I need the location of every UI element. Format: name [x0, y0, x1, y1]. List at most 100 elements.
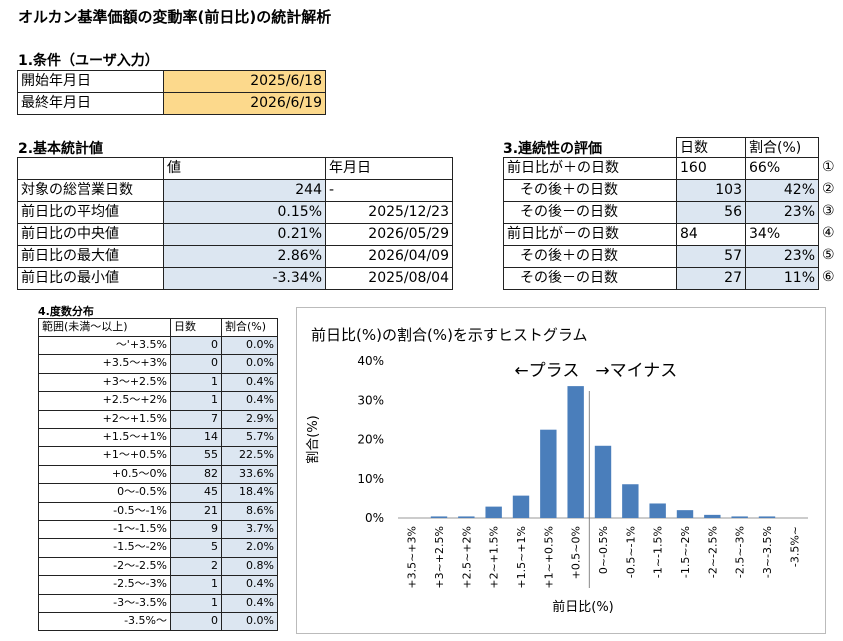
- row-marker: ③: [822, 203, 835, 219]
- bar: [758, 516, 776, 518]
- day-count: 160: [676, 157, 746, 180]
- ratio: 2.9%: [221, 409, 278, 429]
- stat-value: 0.21%: [163, 223, 326, 246]
- input-value: 2026/6/19: [163, 92, 326, 115]
- day-count: 2: [170, 556, 222, 577]
- ratio: 0.0%: [221, 336, 278, 356]
- day-count: 5: [170, 538, 222, 558]
- range: -2.5～-3%: [38, 575, 171, 595]
- ratio: 23%: [745, 201, 819, 224]
- day-count: 1: [170, 391, 222, 411]
- ratio: 66%: [745, 157, 819, 180]
- ratio: 0.4%: [221, 575, 278, 595]
- bar: [485, 506, 502, 518]
- input-value: 2025/6/18: [163, 70, 326, 93]
- ratio: 18.4%: [221, 483, 278, 503]
- row-label: 前日比が＋の日数: [503, 157, 677, 180]
- row-marker: ⑥: [822, 269, 835, 285]
- x-tick-label: +0.5~0%: [570, 526, 583, 579]
- header-cell: 割合(%): [745, 137, 819, 158]
- bar: [731, 516, 748, 518]
- row-marker: ⑤: [822, 247, 835, 263]
- chart-frame: 前日比(%)の割合(%)を示すヒストグラム 0% 10% 20% 30% 40% +3.5…: [296, 307, 826, 634]
- day-count: 103: [676, 179, 746, 202]
- x-tick-label: +2~+1.5%: [488, 526, 501, 589]
- range: +3～+2.5%: [38, 372, 171, 393]
- ratio: 8.6%: [221, 501, 278, 521]
- x-tick-label: +1.5~+1%: [515, 526, 528, 589]
- ratio: 0.4%: [221, 391, 278, 411]
- x-tick-label: +1~+0.5%: [542, 526, 555, 589]
- section-heading: 2.基本統計値: [18, 141, 104, 157]
- row-label: 前日比の最小値: [17, 267, 164, 290]
- day-count: 14: [170, 428, 222, 448]
- row-label: 開始年月日: [17, 70, 164, 93]
- x-tick-label: -2.5~-3%: [734, 526, 747, 578]
- day-count: 84: [676, 223, 746, 246]
- y-tick-label: 20%: [357, 433, 384, 447]
- ratio: 0.0%: [221, 354, 278, 374]
- ratio: 0.0%: [221, 612, 278, 632]
- range: ～'+3.5%: [38, 336, 171, 356]
- stat-date: 2026/05/29: [325, 223, 453, 246]
- day-count: 7: [170, 409, 222, 429]
- section-heading: 1.条件（ユーザ入力）: [18, 53, 159, 69]
- range: +1～+0.5%: [38, 446, 171, 466]
- header-cell: 日数: [676, 137, 746, 158]
- header-cell: 年月日: [325, 157, 453, 180]
- chart: 前日比(%)の割合(%)を示すヒストグラム 0% 10% 20% 30% 40% +3.5…: [305, 326, 808, 615]
- day-count: 1: [170, 372, 222, 393]
- day-count: 0: [170, 354, 222, 374]
- day-count: 55: [170, 446, 222, 466]
- header-cell: 値: [163, 157, 326, 180]
- day-count: 82: [170, 464, 222, 485]
- annotation: ←プラス: [514, 361, 579, 381]
- chart-title: 前日比(%)の割合(%)を示すヒストグラム: [311, 326, 587, 344]
- ratio: 23%: [745, 245, 819, 268]
- ratio: 0.4%: [221, 593, 278, 613]
- ratio: 11%: [745, 267, 819, 290]
- stat-value: 2.86%: [163, 245, 326, 268]
- row-label: 最終年月日: [17, 92, 164, 115]
- stat-date: 2025/08/04: [325, 267, 453, 290]
- bar: [567, 386, 584, 518]
- x-tick-label: +3.5~+3%: [406, 526, 419, 589]
- stat-value: 0.15%: [163, 201, 326, 224]
- y-axis-label: 割合(%): [305, 415, 321, 464]
- bar: [540, 429, 557, 518]
- bar: [622, 484, 639, 518]
- range: -1～-1.5%: [38, 520, 171, 540]
- range: +2.5～+2%: [38, 391, 171, 411]
- x-tick-label: -0.5~-1%: [624, 526, 637, 578]
- day-count: 27: [676, 267, 746, 290]
- stat-value: -3.34%: [163, 267, 326, 290]
- bar: [676, 510, 694, 518]
- row-label: 前日比の最大値: [17, 245, 164, 268]
- annotation: →マイナス: [595, 361, 677, 381]
- x-tick-label: +2.5~+2%: [460, 526, 473, 589]
- range: -0.5～-1%: [38, 501, 171, 521]
- bar: [458, 516, 475, 518]
- row-label: 前日比の平均値: [17, 201, 164, 224]
- day-count: 9: [170, 520, 222, 540]
- range: 0～-0.5%: [38, 483, 171, 503]
- day-count: 21: [170, 501, 222, 521]
- row-label: その後＋の日数: [503, 245, 677, 268]
- y-tick-label: 0%: [365, 511, 384, 525]
- section-heading: 4.度数分布: [38, 305, 94, 318]
- y-tick-label: 30%: [357, 393, 384, 407]
- y-tick-label: 10%: [357, 472, 384, 486]
- header-cell: [17, 157, 164, 180]
- y-tick-label: 40%: [357, 354, 384, 368]
- bar: [430, 516, 448, 518]
- header-cell: 日数: [170, 318, 222, 337]
- ratio: 0.4%: [221, 372, 278, 393]
- x-tick-label: -3~-3.5%: [761, 526, 774, 578]
- sheet-title: オルカン基準価額の変動率(前日比)の統計解析: [18, 8, 332, 26]
- ratio: 2.0%: [221, 538, 278, 558]
- day-count: 45: [170, 483, 222, 503]
- range: -2～-2.5%: [38, 556, 171, 577]
- x-tick-label: -2~-2.5%: [706, 526, 719, 578]
- section-heading: 3.連続性の評価: [503, 141, 603, 157]
- day-count: 56: [676, 201, 746, 224]
